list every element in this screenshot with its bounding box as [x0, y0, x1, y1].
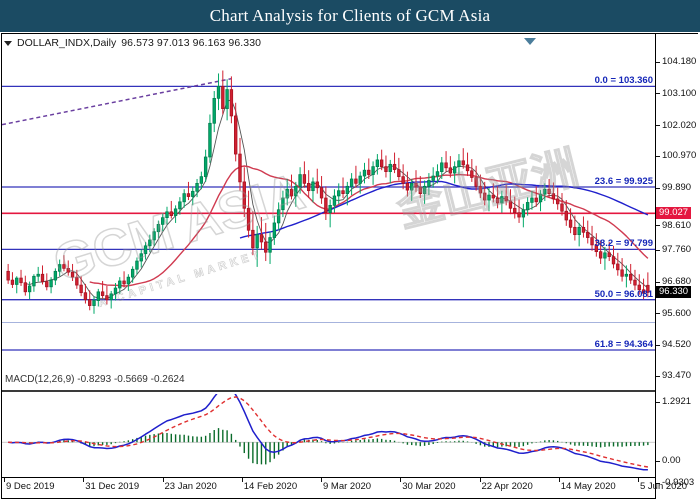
date-tick-mark — [241, 478, 243, 482]
fib-label-61-8: 61.8 = 94.364 — [594, 339, 653, 351]
symbol-name: DOLLAR_INDX,Daily — [17, 37, 117, 49]
date-tick-label: 9 Dec 2019 — [6, 481, 55, 492]
fib-label-50-0: 50.0 = 96.081 — [594, 288, 653, 300]
date-tick-mark — [4, 478, 5, 482]
chevron-down-icon[interactable] — [4, 40, 12, 46]
date-tick-label: 23 Jan 2020 — [164, 481, 217, 492]
date-tick-mark — [558, 478, 560, 482]
price-tick: 95.600 — [656, 308, 691, 319]
macd-plot — [2, 394, 655, 471]
date-tick-mark — [83, 478, 85, 482]
symbol-info-row[interactable]: DOLLAR_INDX,Daily 96.573 97.013 96.163 9… — [4, 36, 261, 50]
price-axis[interactable]: 104.180 103.100 102.020 100.970 99.890 98.610… — [655, 34, 699, 499]
date-axis: 9 Dec 2019 31 Dec 2019 23 Jan 2020 14 Feb 2… — [2, 477, 687, 498]
price-tick: 98.610 — [656, 220, 691, 231]
macd-tick-top: 1.2921 — [656, 396, 691, 407]
fib-label-0-0: 0.0 = 103.360 — [594, 75, 653, 87]
macd-header: MACD(12,26,9) -0.8293 -0.5669 -0.2624 — [5, 374, 185, 385]
symbol-ohlc: 96.573 97.013 96.163 96.330 — [121, 37, 262, 49]
price-plot — [2, 70, 655, 351]
price-tick: 103.100 — [656, 88, 696, 99]
date-tick-label: 9 Mar 2020 — [323, 481, 372, 492]
price-chart-pane[interactable] — [2, 50, 655, 390]
date-tick-mark — [162, 478, 164, 482]
date-tick-mark — [638, 478, 639, 482]
title-bar: Chart Analysis for Clients of GCM Asia — [0, 0, 700, 32]
date-tick-label: 5 Jun 2020 — [640, 481, 688, 492]
resistance-price-marker: 99.027 — [656, 207, 692, 220]
price-tick: 104.180 — [656, 56, 696, 67]
collapse-pane-icon[interactable] — [524, 38, 536, 45]
fib-label-23-6: 23.6 = 99.925 — [594, 176, 653, 188]
macd-chart-pane[interactable] — [2, 394, 655, 477]
price-tick: 102.020 — [656, 120, 696, 131]
date-tick-label: 14 May 2020 — [560, 481, 616, 492]
date-tick-label: 31 Dec 2019 — [85, 481, 140, 492]
current-price-marker: 96.330 — [656, 286, 692, 299]
chart-frame — [1, 33, 698, 499]
page-title: Chart Analysis for Clients of GCM Asia — [209, 6, 491, 25]
price-tick: 97.760 — [656, 244, 691, 255]
date-tick-mark — [321, 478, 322, 482]
price-tick: 100.970 — [656, 150, 696, 161]
date-tick-mark — [479, 478, 481, 482]
price-tick: 93.470 — [656, 370, 691, 381]
price-tick: 96.680 — [656, 276, 691, 287]
fib-label-38-2: 38.2 = 97.799 — [594, 238, 653, 250]
price-tick: 99.890 — [656, 182, 691, 193]
macd-tick-zero: 0.00 — [656, 455, 681, 466]
date-tick-label: 22 Apr 2020 — [481, 481, 533, 492]
macd-tick-bottom: -0.9303 — [656, 477, 694, 488]
pane-divider — [2, 390, 696, 392]
date-tick-label: 14 Feb 2020 — [243, 481, 298, 492]
price-tick: 94.520 — [656, 339, 691, 350]
date-tick-label: 30 Mar 2020 — [402, 481, 456, 492]
date-tick-mark — [400, 478, 402, 482]
